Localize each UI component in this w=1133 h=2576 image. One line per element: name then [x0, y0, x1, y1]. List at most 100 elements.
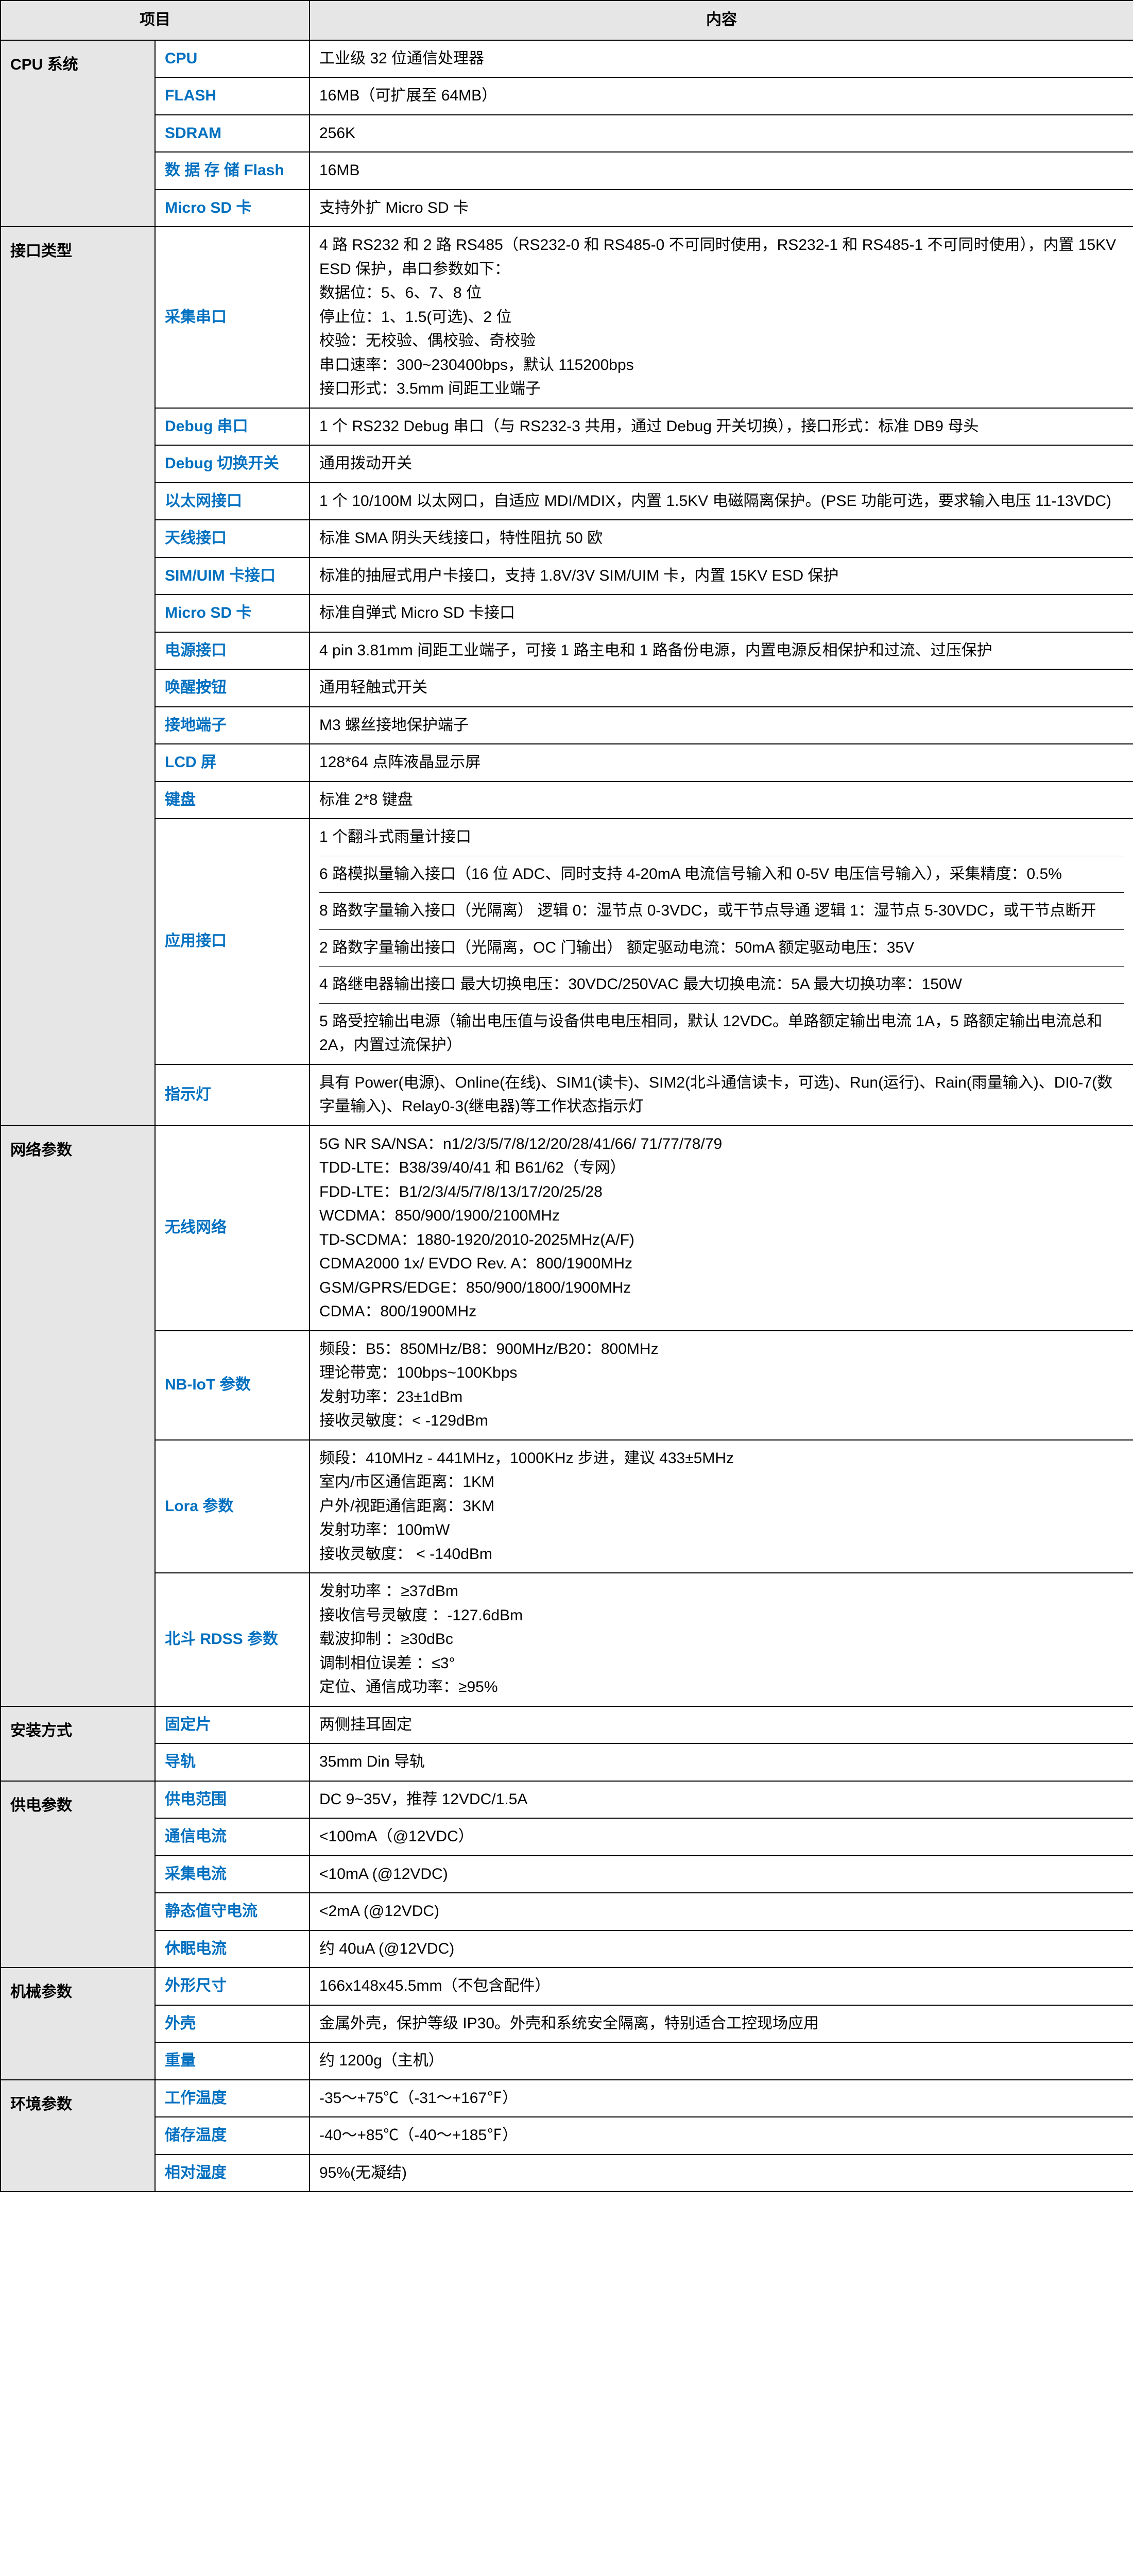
table-row: SIM/UIM 卡接口 标准的抽屉式用户卡接口，支持 1.8V/3V SIM/U…: [1, 557, 1133, 595]
label-ework: 工作温度: [155, 2080, 310, 2117]
table-row: 外壳 金属外壳，保护等级 IP30。外壳和系统安全隔离，特别适合工控现场应用: [1, 2005, 1133, 2043]
table-row: 导轨 35mm Din 导轨: [1, 1743, 1133, 1781]
content-cpu: 工业级 32 位通信处理器: [310, 40, 1133, 78]
table-row: CPU 系统 CPU 工业级 32 位通信处理器: [1, 40, 1133, 78]
label-msize: 外形尺寸: [155, 1968, 310, 2005]
table-row: 重量 约 1200g（主机）: [1, 2042, 1133, 2080]
label-prange: 供电范围: [155, 1781, 310, 1819]
table-row: 机械参数 外形尺寸 166x148x45.5mm（不包含配件）: [1, 1968, 1133, 2005]
app-block-5: 4 路继电器输出接口 最大切换电压：30VDC/250VAC 最大切换电流：5A…: [319, 967, 1124, 1004]
table-row: 指示灯 具有 Power(电源)、Online(在线)、SIM1(读卡)、SIM…: [1, 1064, 1133, 1126]
table-row: 接地端子 M3 螺丝接地保护端子: [1, 707, 1133, 744]
label-ehumid: 相对湿度: [155, 2155, 310, 2192]
content-debug: 1 个 RS232 Debug 串口（与 RS232-3 共用，通过 Debug…: [310, 408, 1133, 446]
label-mshell: 外壳: [155, 2005, 310, 2043]
label-sdram: SDRAM: [155, 115, 310, 152]
table-row: 以太网接口 1 个 10/100M 以太网口，自适应 MDI/MDIX，内置 1…: [1, 483, 1133, 520]
content-pcollect: <10mA (@12VDC): [310, 1856, 1133, 1893]
label-bracket: 固定片: [155, 1706, 310, 1744]
app-block-2: 6 路模拟量输入接口（16 位 ADC、同时支持 4-20mA 电流信号输入和 …: [319, 856, 1124, 893]
content-wireless: 5G NR SA/NSA：n1/2/3/5/7/8/12/20/28/41/66…: [310, 1126, 1133, 1331]
content-bd: 发射功率 ：≥37dBm 接收信号灵敏度 ：-127.6dBm 载波抑制 ：≥3…: [310, 1573, 1133, 1706]
cat-mech: 机械参数: [1, 1968, 155, 2080]
table-row: 网络参数 无线网络 5G NR SA/NSA：n1/2/3/5/7/8/12/2…: [1, 1126, 1133, 1331]
label-serial: 采集串口: [155, 227, 310, 408]
table-row: 数 据 存 储 Flash 16MB: [1, 152, 1133, 190]
table-row: 供电参数 供电范围 DC 9~35V，推荐 12VDC/1.5A: [1, 1781, 1133, 1819]
table-row: LCD 屏 128*64 点阵液晶显示屏: [1, 744, 1133, 782]
content-eth: 1 个 10/100M 以太网口，自适应 MDI/MDIX，内置 1.5KV 电…: [310, 483, 1133, 520]
table-row: 通信电流 <100mA（@12VDC）: [1, 1818, 1133, 1856]
label-bd: 北斗 RDSS 参数: [155, 1573, 310, 1706]
table-row: 唤醒按钮 通用轻触式开关: [1, 669, 1133, 707]
content-ehumid: 95%(无凝结): [310, 2155, 1133, 2192]
content-nbiot: 频段：B5：850MHz/B8：900MHz/B20：800MHz 理论带宽：1…: [310, 1331, 1133, 1440]
label-dflash: 数 据 存 储 Flash: [155, 152, 310, 190]
content-rail: 35mm Din 导轨: [310, 1743, 1133, 1781]
app-block-1: 1 个翻斗式雨量计接口: [319, 819, 1124, 856]
label-power: 电源接口: [155, 632, 310, 670]
table-row: 采集电流 <10mA (@12VDC): [1, 1856, 1133, 1893]
label-msd2: Micro SD 卡: [155, 595, 310, 632]
content-wake: 通用轻触式开关: [310, 669, 1133, 707]
app-block-6: 5 路受控输出电源（输出电压值与设备供电电压相同，默认 12VDC。单路额定输出…: [319, 1004, 1124, 1064]
content-lcd: 128*64 点阵液晶显示屏: [310, 744, 1133, 782]
label-pstandby: 静态值守电流: [155, 1893, 310, 1930]
header-content: 内容: [310, 1, 1133, 40]
label-led: 指示灯: [155, 1064, 310, 1126]
content-msd2: 标准自弹式 Micro SD 卡接口: [310, 595, 1133, 632]
cat-install: 安装方式: [1, 1706, 155, 1781]
label-keyboard: 键盘: [155, 782, 310, 819]
table-row: 相对湿度 95%(无凝结): [1, 2155, 1133, 2192]
label-nbiot: NB-IoT 参数: [155, 1331, 310, 1440]
table-row: 储存温度 -40～+85℃（-40～+185℉）: [1, 2117, 1133, 2155]
label-flash: FLASH: [155, 77, 310, 115]
table-row: 天线接口 标准 SMA 阴头天线接口，特性阻抗 50 欧: [1, 520, 1133, 557]
content-pcomm: <100mA（@12VDC）: [310, 1818, 1133, 1856]
content-led: 具有 Power(电源)、Online(在线)、SIM1(读卡)、SIM2(北斗…: [310, 1064, 1133, 1126]
table-row: 安装方式 固定片 两侧挂耳固定: [1, 1706, 1133, 1744]
content-sim: 标准的抽屉式用户卡接口，支持 1.8V/3V SIM/UIM 卡，内置 15KV…: [310, 557, 1133, 595]
cat-network: 网络参数: [1, 1126, 155, 1706]
table-row: SDRAM 256K: [1, 115, 1133, 152]
label-sim: SIM/UIM 卡接口: [155, 557, 310, 595]
content-app: 1 个翻斗式雨量计接口 6 路模拟量输入接口（16 位 ADC、同时支持 4-2…: [310, 819, 1133, 1064]
app-block-3: 8 路数字量输入接口（光隔离） 逻辑 0：湿节点 0-3VDC，或干节点导通 逻…: [319, 893, 1124, 930]
content-antenna: 标准 SMA 阴头天线接口，特性阻抗 50 欧: [310, 520, 1133, 557]
cat-cpu: CPU 系统: [1, 40, 155, 227]
table-row: NB-IoT 参数 频段：B5：850MHz/B8：900MHz/B20：800…: [1, 1331, 1133, 1440]
cat-env: 环境参数: [1, 2080, 155, 2192]
content-debugsw: 通用拨动开关: [310, 445, 1133, 483]
content-prange: DC 9~35V，推荐 12VDC/1.5A: [310, 1781, 1133, 1819]
label-mweight: 重量: [155, 2042, 310, 2080]
content-lora: 频段：410MHz - 441MHz，1000KHz 步进，建议 433±5MH…: [310, 1440, 1133, 1573]
label-pcollect: 采集电流: [155, 1856, 310, 1893]
content-mshell: 金属外壳，保护等级 IP30。外壳和系统安全隔离，特别适合工控现场应用: [310, 2005, 1133, 2043]
content-sdram: 256K: [310, 115, 1133, 152]
table-row: Micro SD 卡 支持外扩 Micro SD 卡: [1, 190, 1133, 227]
content-msize: 166x148x45.5mm（不包含配件）: [310, 1968, 1133, 2005]
label-lcd: LCD 屏: [155, 744, 310, 782]
table-row: 接口类型 采集串口 4 路 RS232 和 2 路 RS485（RS232-0 …: [1, 227, 1133, 408]
table-row: 静态值守电流 <2mA (@12VDC): [1, 1893, 1133, 1930]
table-row: Debug 切换开关 通用拨动开关: [1, 445, 1133, 483]
app-block-4: 2 路数字量输出接口（光隔离，OC 门输出） 额定驱动电流：50mA 额定驱动电…: [319, 930, 1124, 967]
table-row: FLASH 16MB（可扩展至 64MB）: [1, 77, 1133, 115]
label-debug: Debug 串口: [155, 408, 310, 446]
label-msd: Micro SD 卡: [155, 190, 310, 227]
content-pstandby: <2mA (@12VDC): [310, 1893, 1133, 1930]
header-project: 项目: [1, 1, 310, 40]
content-bracket: 两侧挂耳固定: [310, 1706, 1133, 1744]
label-antenna: 天线接口: [155, 520, 310, 557]
content-dflash: 16MB: [310, 152, 1133, 190]
label-debugsw: Debug 切换开关: [155, 445, 310, 483]
spec-table: 项目 内容 CPU 系统 CPU 工业级 32 位通信处理器 FLASH 16M…: [0, 0, 1133, 2192]
table-row: 北斗 RDSS 参数 发射功率 ：≥37dBm 接收信号灵敏度 ：-127.6d…: [1, 1573, 1133, 1706]
table-row: 应用接口 1 个翻斗式雨量计接口 6 路模拟量输入接口（16 位 ADC、同时支…: [1, 819, 1133, 1064]
table-row: Debug 串口 1 个 RS232 Debug 串口（与 RS232-3 共用…: [1, 408, 1133, 446]
content-keyboard: 标准 2*8 键盘: [310, 782, 1133, 819]
content-msd: 支持外扩 Micro SD 卡: [310, 190, 1133, 227]
label-ground: 接地端子: [155, 707, 310, 744]
label-rail: 导轨: [155, 1743, 310, 1781]
label-eth: 以太网接口: [155, 483, 310, 520]
